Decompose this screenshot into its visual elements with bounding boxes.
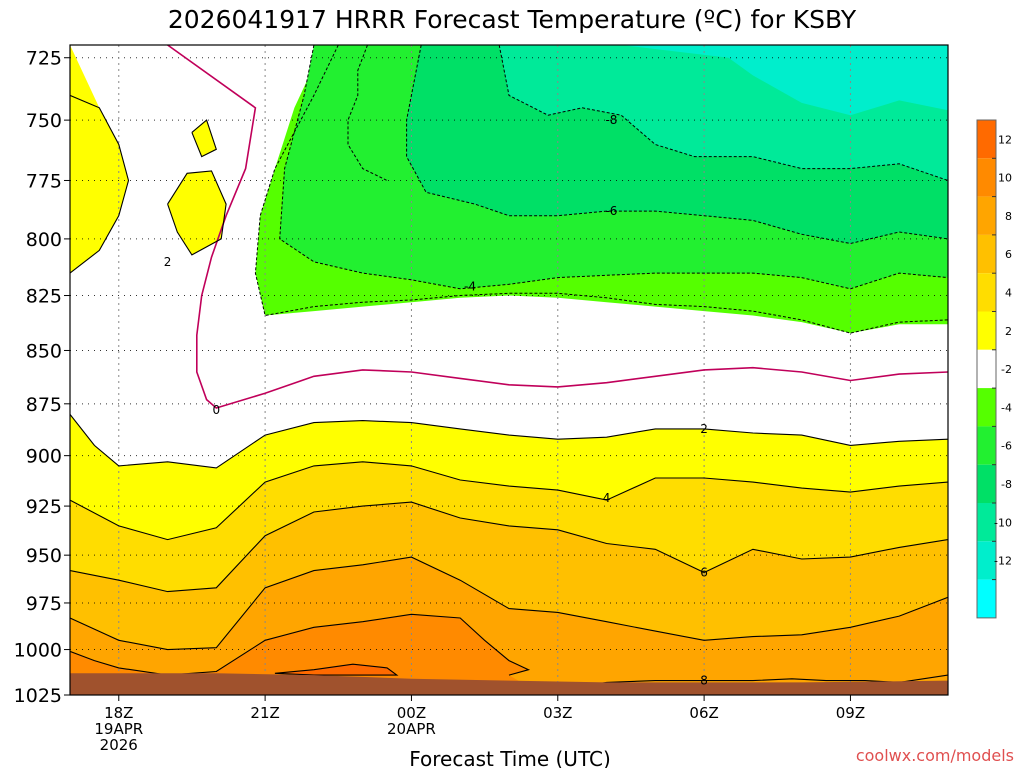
colorbar-swatch xyxy=(977,158,996,197)
x-tick-label: 03Z xyxy=(543,704,572,722)
contour-line-neg-8 xyxy=(347,45,388,181)
colorbar-label: 6 xyxy=(1005,248,1012,261)
contour-line-neg-6 xyxy=(406,45,948,245)
colorbar-swatch xyxy=(977,120,996,159)
x-tick-label: 18Z xyxy=(104,704,133,722)
y-tick-label: 725 xyxy=(26,48,62,70)
contour-label: 2 xyxy=(164,255,172,269)
contour-line-neg-8 xyxy=(498,45,948,181)
x-tick-label: 00Z xyxy=(397,704,426,722)
temperature-band-t-neg-10 xyxy=(621,45,948,116)
contour-label: 8 xyxy=(700,674,708,688)
contour-label: 0 xyxy=(213,403,221,417)
contour-line-2 xyxy=(70,413,948,469)
x-tick-date-label: 19APR xyxy=(94,720,143,738)
plot-area: -8 -6 -4 0 2 4 6 8 2 xyxy=(70,45,948,695)
contour-line-neg-2 xyxy=(254,45,948,334)
colorbar-label: -12 xyxy=(994,555,1012,568)
colorbar-label: -10 xyxy=(994,516,1012,529)
temperature-band-t-pos-12 xyxy=(274,664,397,676)
y-tick-label: 750 xyxy=(26,110,62,132)
y-tick-label: 875 xyxy=(26,394,62,416)
contour-label: 6 xyxy=(700,566,708,580)
colorbar-label: -6 xyxy=(1001,440,1012,453)
colorbar-swatch xyxy=(977,273,996,312)
temperature-band-t-pos-2 xyxy=(191,120,217,157)
contour-line-12 xyxy=(274,663,399,676)
colorbar-legend: 12 10 8 6 4 2 -2 -4 -6 -8 -10 -12 xyxy=(976,119,1012,619)
colorbar-swatch xyxy=(977,311,996,350)
y-tick-label: 975 xyxy=(26,593,62,615)
y-tick-label: 925 xyxy=(26,496,62,518)
ground-surface xyxy=(70,673,948,695)
colorbar-label: -2 xyxy=(1001,363,1012,376)
chart-title: 2026041917 HRRR Forecast Temperature (ºC… xyxy=(168,5,857,34)
colorbar-label: 12 xyxy=(998,133,1012,146)
x-axis-label: Forecast Time (UTC) xyxy=(409,747,611,768)
colorbar-swatch xyxy=(977,426,996,465)
y-tick-label: 800 xyxy=(26,229,62,251)
y-tick-label: 900 xyxy=(26,446,62,468)
x-tick-date-label: 20APR xyxy=(387,720,436,738)
contour-line-2 xyxy=(191,119,217,158)
contour-line-0 xyxy=(167,45,948,409)
contour-line-2 xyxy=(70,94,130,274)
colorbar-swatch xyxy=(977,503,996,542)
colorbar-swatch xyxy=(977,196,996,235)
colorbar-swatch xyxy=(977,579,996,618)
contour-line-4 xyxy=(70,461,948,541)
y-tick-label: 775 xyxy=(26,170,62,192)
colorbar-swatch xyxy=(977,388,996,427)
colorbar-swatch xyxy=(977,464,996,503)
contour-line-6 xyxy=(70,501,948,593)
colorbar-label: 2 xyxy=(1005,325,1012,338)
x-tick-label: 21Z xyxy=(250,704,279,722)
colorbar-label: 10 xyxy=(998,172,1012,185)
colorbar-swatch xyxy=(977,349,996,389)
temperature-band-t-pos-2 xyxy=(167,170,227,255)
colorbar-label: 4 xyxy=(1005,287,1012,300)
y-axis: 725 750 775 800 825 850 875 900 925 950 975 1000 102… xyxy=(14,48,70,707)
colorbar-swatch xyxy=(977,234,996,274)
contour-label: 4 xyxy=(603,491,611,505)
y-tick-label: 825 xyxy=(26,286,62,308)
watermark-text: coolwx.com/models xyxy=(856,746,1014,765)
colorbar-label: -4 xyxy=(1001,401,1012,414)
contour-label: -4 xyxy=(464,280,476,294)
x-tick-label: 06Z xyxy=(689,704,718,722)
x-tick-label: 09Z xyxy=(836,704,865,722)
y-tick-label: 850 xyxy=(26,340,62,362)
contour-line-10 xyxy=(70,613,531,676)
y-tick-label: 1025 xyxy=(14,685,62,707)
contour-line-neg-4 xyxy=(279,45,948,290)
contour-label: -8 xyxy=(605,113,617,127)
contour-line-2 xyxy=(167,170,227,256)
plot-frame xyxy=(69,44,949,696)
y-tick-label: 1000 xyxy=(14,640,62,662)
colorbar-frame xyxy=(976,119,997,619)
x-tick-date-label: 2026 xyxy=(100,736,138,754)
contour-label: 2 xyxy=(700,422,708,436)
colorbar-swatch xyxy=(977,541,996,580)
y-tick-label: 950 xyxy=(26,545,62,567)
contour-line-8 xyxy=(70,556,948,651)
colorbar-label: -8 xyxy=(1001,478,1012,491)
contour-label: -6 xyxy=(605,204,617,218)
colorbar-label: 8 xyxy=(1005,210,1012,223)
